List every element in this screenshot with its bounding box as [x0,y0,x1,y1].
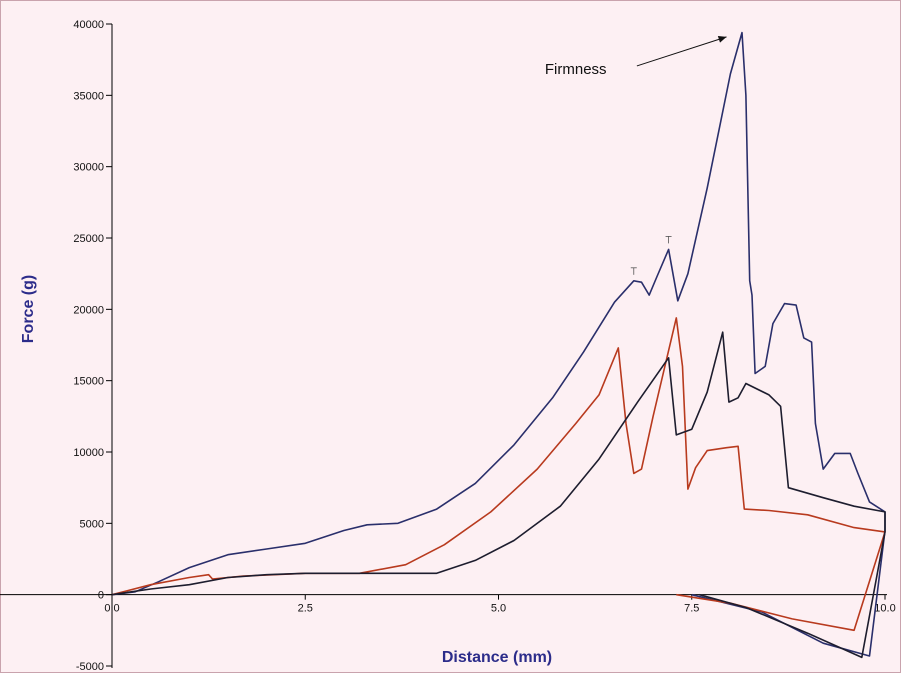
y-tick-label: 25000 [73,233,104,245]
x-tick-label: 5.0 [491,603,506,615]
x-tick-label: 10.0 [874,603,895,615]
y-tick-label: 30000 [73,162,104,174]
x-axis-title: Distance (mm) [442,649,552,666]
y-axis-title: Force (g) [20,275,37,343]
annotation-arrow-line [636,36,727,67]
y-tick-label: 40000 [73,19,104,31]
annotation-label: Firmness [545,61,607,78]
x-tick-label: 7.5 [684,603,699,615]
x-tick-label: 2.5 [298,603,313,615]
y-tick-label: 15000 [73,376,104,388]
y-tick-label: 35000 [73,90,104,102]
series-line-3 [111,331,886,659]
annotation-layer: Firmness [545,35,727,275]
axes: -5000 0 5000 10000 15000 20000 25000 30000 35000… [0,19,896,673]
y-tick-label: -5000 [76,661,104,673]
series-layer [111,31,886,659]
y-tick-label: 20000 [73,304,104,316]
annotation-arrow-head [717,35,727,43]
y-tick-label: 0 [98,590,104,602]
x-tick-label: 0.0 [104,603,119,615]
y-tick-label: 5000 [80,518,104,530]
y-tick-label: 10000 [73,447,104,459]
series-line-2 [111,317,886,632]
series-line-1 [111,31,886,657]
